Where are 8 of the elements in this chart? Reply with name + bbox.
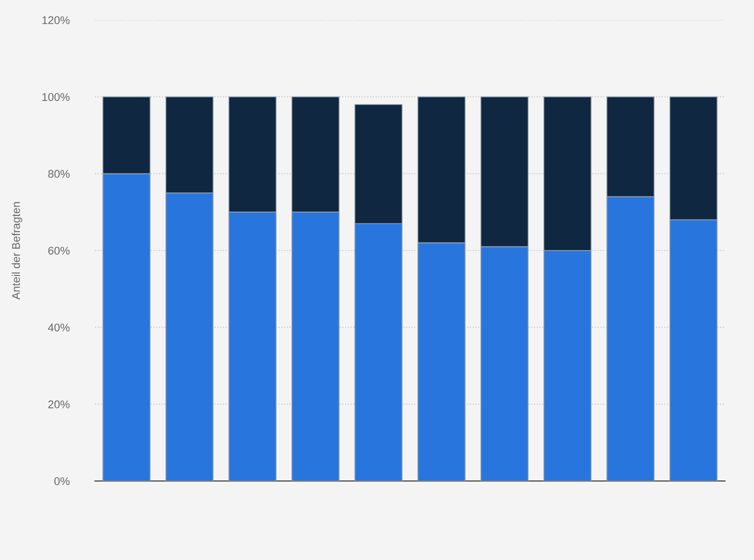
y-tick-label: 20%: [48, 400, 70, 408]
y-tick-label: 40%: [48, 324, 70, 332]
y-tick-label: 0%: [54, 477, 70, 486]
y-tick-label: 100%: [42, 93, 70, 101]
y-tick-label: 60%: [48, 246, 70, 255]
y-axis-title: Anteil der Befragten: [12, 202, 22, 300]
y-tick-label: 120%: [42, 16, 70, 24]
y-tick-label: 80%: [48, 170, 70, 178]
